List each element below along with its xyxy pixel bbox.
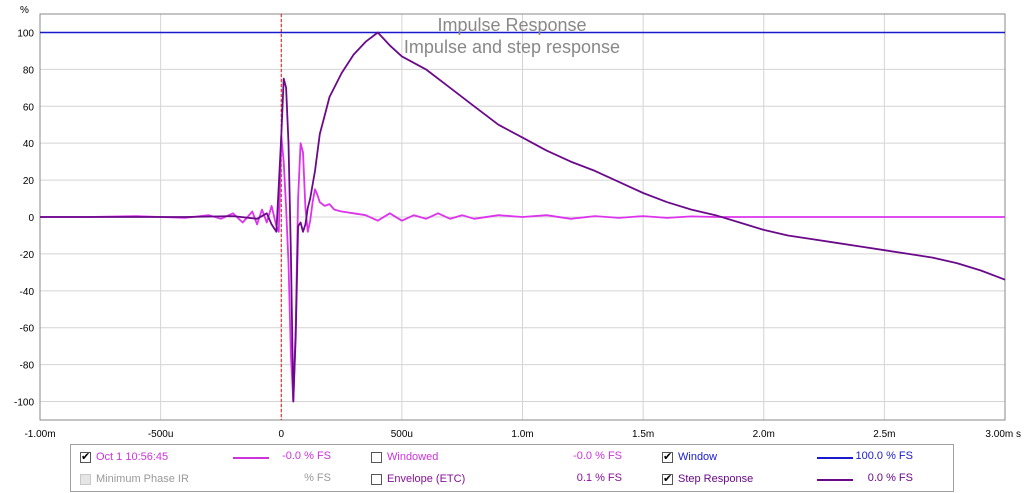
y-tick-label: -80 bbox=[20, 361, 35, 372]
impulse-response-chart[interactable]: % 100 80 60 40 20 0 -20 -40 -60 -80 -100 -1.00m -50… bbox=[0, 0, 1024, 444]
y-tick-label: -100 bbox=[14, 398, 34, 409]
x-tick-label: 500u bbox=[391, 429, 413, 440]
legend-item-step-response[interactable]: Step Response bbox=[662, 469, 753, 489]
series-lines bbox=[40, 31, 1006, 403]
legend-label: Minimum Phase IR bbox=[96, 473, 189, 485]
legend-value: -0.0 % FS bbox=[573, 450, 622, 462]
checkbox-envelope[interactable] bbox=[371, 473, 382, 485]
legend-value: -0.0 % FS bbox=[282, 450, 331, 462]
legend-item-envelope[interactable]: Envelope (ETC) bbox=[371, 469, 465, 489]
legend-line-window bbox=[817, 457, 853, 459]
legend-item-measurement[interactable]: Oct 1 10:56:45 bbox=[80, 447, 168, 467]
legend-label: Step Response bbox=[678, 473, 754, 485]
legend-value: 0.0 % FS bbox=[867, 472, 913, 484]
legend-label: Window bbox=[678, 451, 718, 463]
checkbox-step-response[interactable] bbox=[662, 472, 673, 485]
y-tick-label: 60 bbox=[23, 102, 35, 113]
series-line-oct-1-10-56-45 bbox=[40, 134, 1005, 403]
x-tick-label: 3.00m s bbox=[985, 429, 1021, 440]
legend-line-step-response bbox=[817, 479, 853, 481]
y-tick-label: -60 bbox=[20, 324, 35, 335]
y-tick-label: -40 bbox=[20, 287, 35, 298]
plot-grid bbox=[39, 14, 1006, 420]
x-axis-ticks: -1.00m -500u 0 500u 1.0m 1.5m 2.0m 2.5m 3.00m s bbox=[24, 429, 1021, 440]
legend-line-measurement bbox=[233, 457, 269, 459]
y-tick-label: -20 bbox=[20, 250, 35, 261]
series-line-step-response bbox=[40, 31, 1006, 403]
legend-label: Envelope (ETC) bbox=[387, 473, 466, 485]
legend-panel: Oct 1 10:56:45 -0.0 % FS Minimum Phase I… bbox=[70, 444, 954, 492]
checkbox-measurement[interactable] bbox=[80, 450, 91, 463]
x-tick-label: 2.0m bbox=[753, 429, 775, 440]
legend-value: 0.1 % FS bbox=[576, 472, 622, 484]
checkbox-windowed[interactable] bbox=[371, 451, 382, 463]
legend-item-min-phase[interactable]: Minimum Phase IR bbox=[80, 469, 189, 489]
x-tick-label: 1.5m bbox=[632, 429, 654, 440]
chart-subtitle: Impulse and step response bbox=[404, 37, 620, 57]
y-tick-label: 40 bbox=[23, 139, 35, 150]
x-tick-label: 2.5m bbox=[873, 429, 895, 440]
x-tick-label: -500u bbox=[148, 429, 174, 440]
y-axis-ticks: 100 80 60 40 20 0 -20 -40 -60 -80 -100 bbox=[14, 28, 34, 408]
y-unit-label: % bbox=[20, 5, 29, 16]
legend-value: 100.0 % FS bbox=[855, 450, 913, 462]
legend-item-window[interactable]: Window bbox=[662, 447, 717, 467]
legend-value: % FS bbox=[304, 472, 331, 484]
y-tick-label: 80 bbox=[23, 65, 35, 76]
y-tick-label: 100 bbox=[17, 28, 34, 39]
checkbox-min-phase[interactable] bbox=[80, 473, 91, 485]
legend-label: Windowed bbox=[387, 451, 439, 463]
x-tick-label: 1.0m bbox=[511, 429, 533, 440]
chart-title: Impulse Response bbox=[437, 15, 586, 35]
x-tick-label: 0 bbox=[278, 429, 284, 440]
y-tick-label: 0 bbox=[28, 213, 34, 224]
legend-item-windowed[interactable]: Windowed bbox=[371, 447, 438, 467]
y-tick-label: 20 bbox=[23, 176, 35, 187]
x-tick-label: -1.00m bbox=[24, 429, 55, 440]
legend-label: Oct 1 10:56:45 bbox=[96, 451, 169, 463]
checkbox-window[interactable] bbox=[662, 450, 673, 463]
